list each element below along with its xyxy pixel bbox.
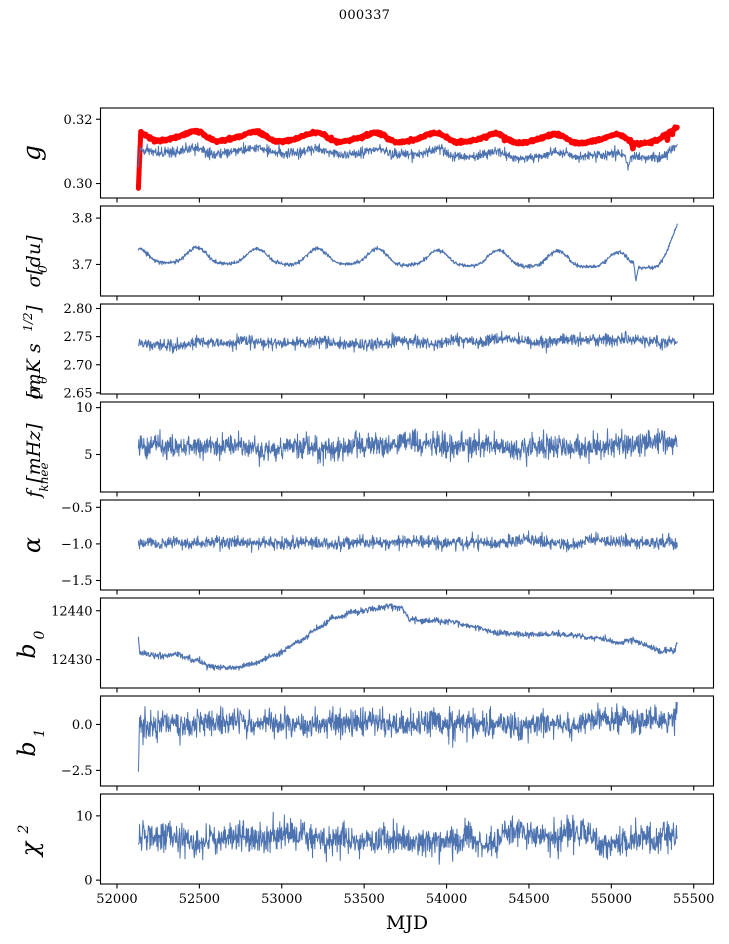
panel-b1-ytick-label: −2.5 [61, 764, 93, 779]
panel-sigma0-ytick-label: 3.8 [72, 212, 93, 227]
ylabel-b0: b [13, 643, 41, 658]
panel-chi2: 0 10 [76, 793, 715, 889]
panel-alpha-ytick-label: −0.5 [61, 501, 93, 516]
panel-sigma0-ytick-label: 3.7 [72, 258, 93, 273]
panel-alpha-ytick-label: −1.0 [61, 538, 93, 553]
panel-sigmatheta-ytick-label: 2.75 [64, 330, 93, 345]
ylabel-sigma-theta: σ [23, 385, 45, 399]
panel-alpha: −0.5 −1.0 −1.5 [61, 499, 715, 595]
panel-chi2-series-chi2 [137, 811, 678, 865]
panel-b1: 0.0 −2.5 [61, 695, 715, 791]
panel-g-series-model [135, 124, 680, 191]
panel-fknee: 5 10 [76, 401, 715, 497]
panel-g-series-data [137, 142, 678, 171]
ylabel-panel-b0: b0 [13, 630, 48, 658]
panel-b1-series-b1 [137, 701, 678, 772]
ylabel-sigma: σ [23, 273, 45, 287]
ylabel-b1-sub: 1 [32, 729, 48, 738]
ylabel-knee: knee [37, 462, 51, 491]
panel-g-ytick-label: 0.30 [64, 177, 93, 192]
ylabel-panel-sigmatheta: σθ[mK s 1/2] [21, 305, 50, 400]
xtick-label: 53500 [343, 892, 384, 907]
panel-g-ytick-label: 0.32 [64, 113, 93, 128]
figure-title: 000337 [338, 8, 391, 23]
panel-sigmatheta-series-sigma_theta [137, 330, 678, 354]
xtick-label: 52000 [96, 892, 137, 907]
panel-g: 0.30 0.32 [64, 107, 715, 203]
panel-b0-ytick-label: 12440 [51, 604, 92, 619]
panel-sigmatheta-ytick-label: 2.65 [64, 386, 93, 401]
panel-b1-frame [99, 695, 715, 787]
ylabel-chi-sup: 2 [16, 824, 32, 834]
panel-chi2-ytick-label: 0 [84, 874, 92, 889]
panel-fknee-series-f_knee [137, 428, 678, 468]
xtick-label: 54500 [508, 892, 549, 907]
xtick-label: 52500 [179, 892, 220, 907]
ylabel-panel-g: g [17, 145, 46, 161]
ylabel-panel-chi2: χ2 [16, 824, 44, 858]
ylabel-alpha: α [18, 537, 46, 553]
panel-fknee-ytick-label: 10 [76, 401, 93, 416]
panel-sigmatheta: 2.65 2.70 2.75 2.80 [64, 302, 715, 401]
ylabel-du: [du] [23, 235, 45, 275]
ylabel-panel-b1: b1 [13, 729, 48, 757]
panel-b0-ytick-label: 12430 [51, 653, 92, 668]
ylabel-chi: χ [16, 840, 44, 858]
ylabel-sigma-subtheta: θ [36, 376, 50, 384]
panel-sigmatheta-ytick-label: 2.70 [64, 358, 93, 373]
ylabel-g: g [17, 145, 46, 161]
panel-b0: 12430 12440 [51, 597, 715, 693]
panel-sigma0: 3.7 3.8 [72, 205, 715, 301]
xtick-label: 55000 [591, 892, 632, 907]
ylabel-b0-sub: 0 [32, 630, 48, 639]
ylabel-b1: b [13, 741, 41, 756]
xtick-label: 53000 [261, 892, 302, 907]
panel-b0-series-b0 [137, 602, 678, 671]
ylabel-panel-sigma0: σ0[du] [23, 235, 50, 288]
ylabel-mhz: [mHz] [23, 423, 45, 483]
xtick-label: 54000 [426, 892, 467, 907]
panel-alpha-ytick-label: −1.5 [61, 574, 93, 589]
ylabel-mk-exp: 1/2 [21, 312, 35, 331]
ylabel-mk: [mK s [23, 343, 45, 399]
panel-b1-ytick-label: 0.0 [72, 718, 93, 733]
panel-chi2-ytick-label: 10 [76, 809, 93, 824]
ylabel-f: f [23, 488, 45, 500]
ylabel-panel-alpha: α [18, 537, 46, 553]
ylabel-mk-close: ] [23, 305, 45, 314]
x-axis-title: MJD [386, 912, 428, 934]
panel-sigma0-frame [99, 205, 715, 297]
panel-fknee-ytick-label: 5 [84, 448, 92, 463]
ylabel-sigma-sub0: 0 [36, 265, 50, 273]
panel-sigmatheta-frame [99, 303, 715, 395]
xtick-label: 55500 [673, 892, 714, 907]
panel-sigma0-series-sigma0 [137, 223, 678, 282]
panel-sigmatheta-ytick-label: 2.80 [64, 302, 93, 317]
panel-alpha-series-alpha [137, 530, 678, 553]
